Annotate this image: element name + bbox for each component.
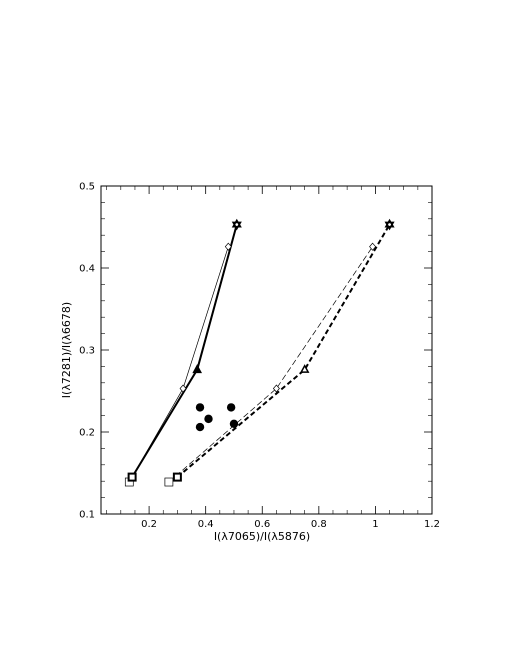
observed-point xyxy=(195,403,205,412)
x-axis-label: I(λ7065)/I(λ5876) xyxy=(214,530,310,543)
y-tick-label: 0.5 xyxy=(79,182,95,193)
x-tick-label: 0.2 xyxy=(141,519,157,530)
open-square-marker xyxy=(164,477,174,487)
observed-point xyxy=(204,414,213,424)
y-axis-label: I(λ7281)/I(λ6678) xyxy=(60,302,73,398)
observed-point xyxy=(229,419,239,428)
y-tick-label: 0.2 xyxy=(79,428,95,439)
y-tick-label: 0.1 xyxy=(79,510,95,521)
open-diamond-marker xyxy=(179,384,187,393)
series-line-1 xyxy=(128,246,229,483)
bold-square-marker xyxy=(172,472,182,482)
star-marker-down xyxy=(231,221,242,231)
open-triangle-marker xyxy=(299,364,310,373)
observed-point xyxy=(195,422,205,432)
x-tick-label: 0.4 xyxy=(198,519,214,530)
series-line-4 xyxy=(176,224,391,478)
series-markers xyxy=(124,218,395,487)
bold-square-marker xyxy=(127,472,137,482)
open-diamond-marker xyxy=(224,242,232,251)
axis-ticks: 0.2 0.4 0.6 0.8 1 1.2 0.1 0.2 0.3 0.4 0.5 xyxy=(79,182,440,531)
x-tick-label: 1 xyxy=(372,519,378,530)
y-tick-label: 0.3 xyxy=(79,346,95,357)
series-line-3 xyxy=(168,246,373,483)
x-tick-label: 0.8 xyxy=(311,519,327,530)
observed-points xyxy=(195,403,239,432)
filled-triangle-marker xyxy=(192,364,203,374)
open-diamond-marker xyxy=(272,384,280,393)
open-diamond-marker xyxy=(369,242,377,251)
series-lines xyxy=(128,224,391,483)
star-marker-down xyxy=(384,221,395,231)
x-tick-label: 1.2 xyxy=(424,519,440,530)
observed-point xyxy=(226,403,236,412)
x-tick-label: 0.6 xyxy=(254,519,270,530)
y-tick-label: 0.4 xyxy=(79,264,95,275)
